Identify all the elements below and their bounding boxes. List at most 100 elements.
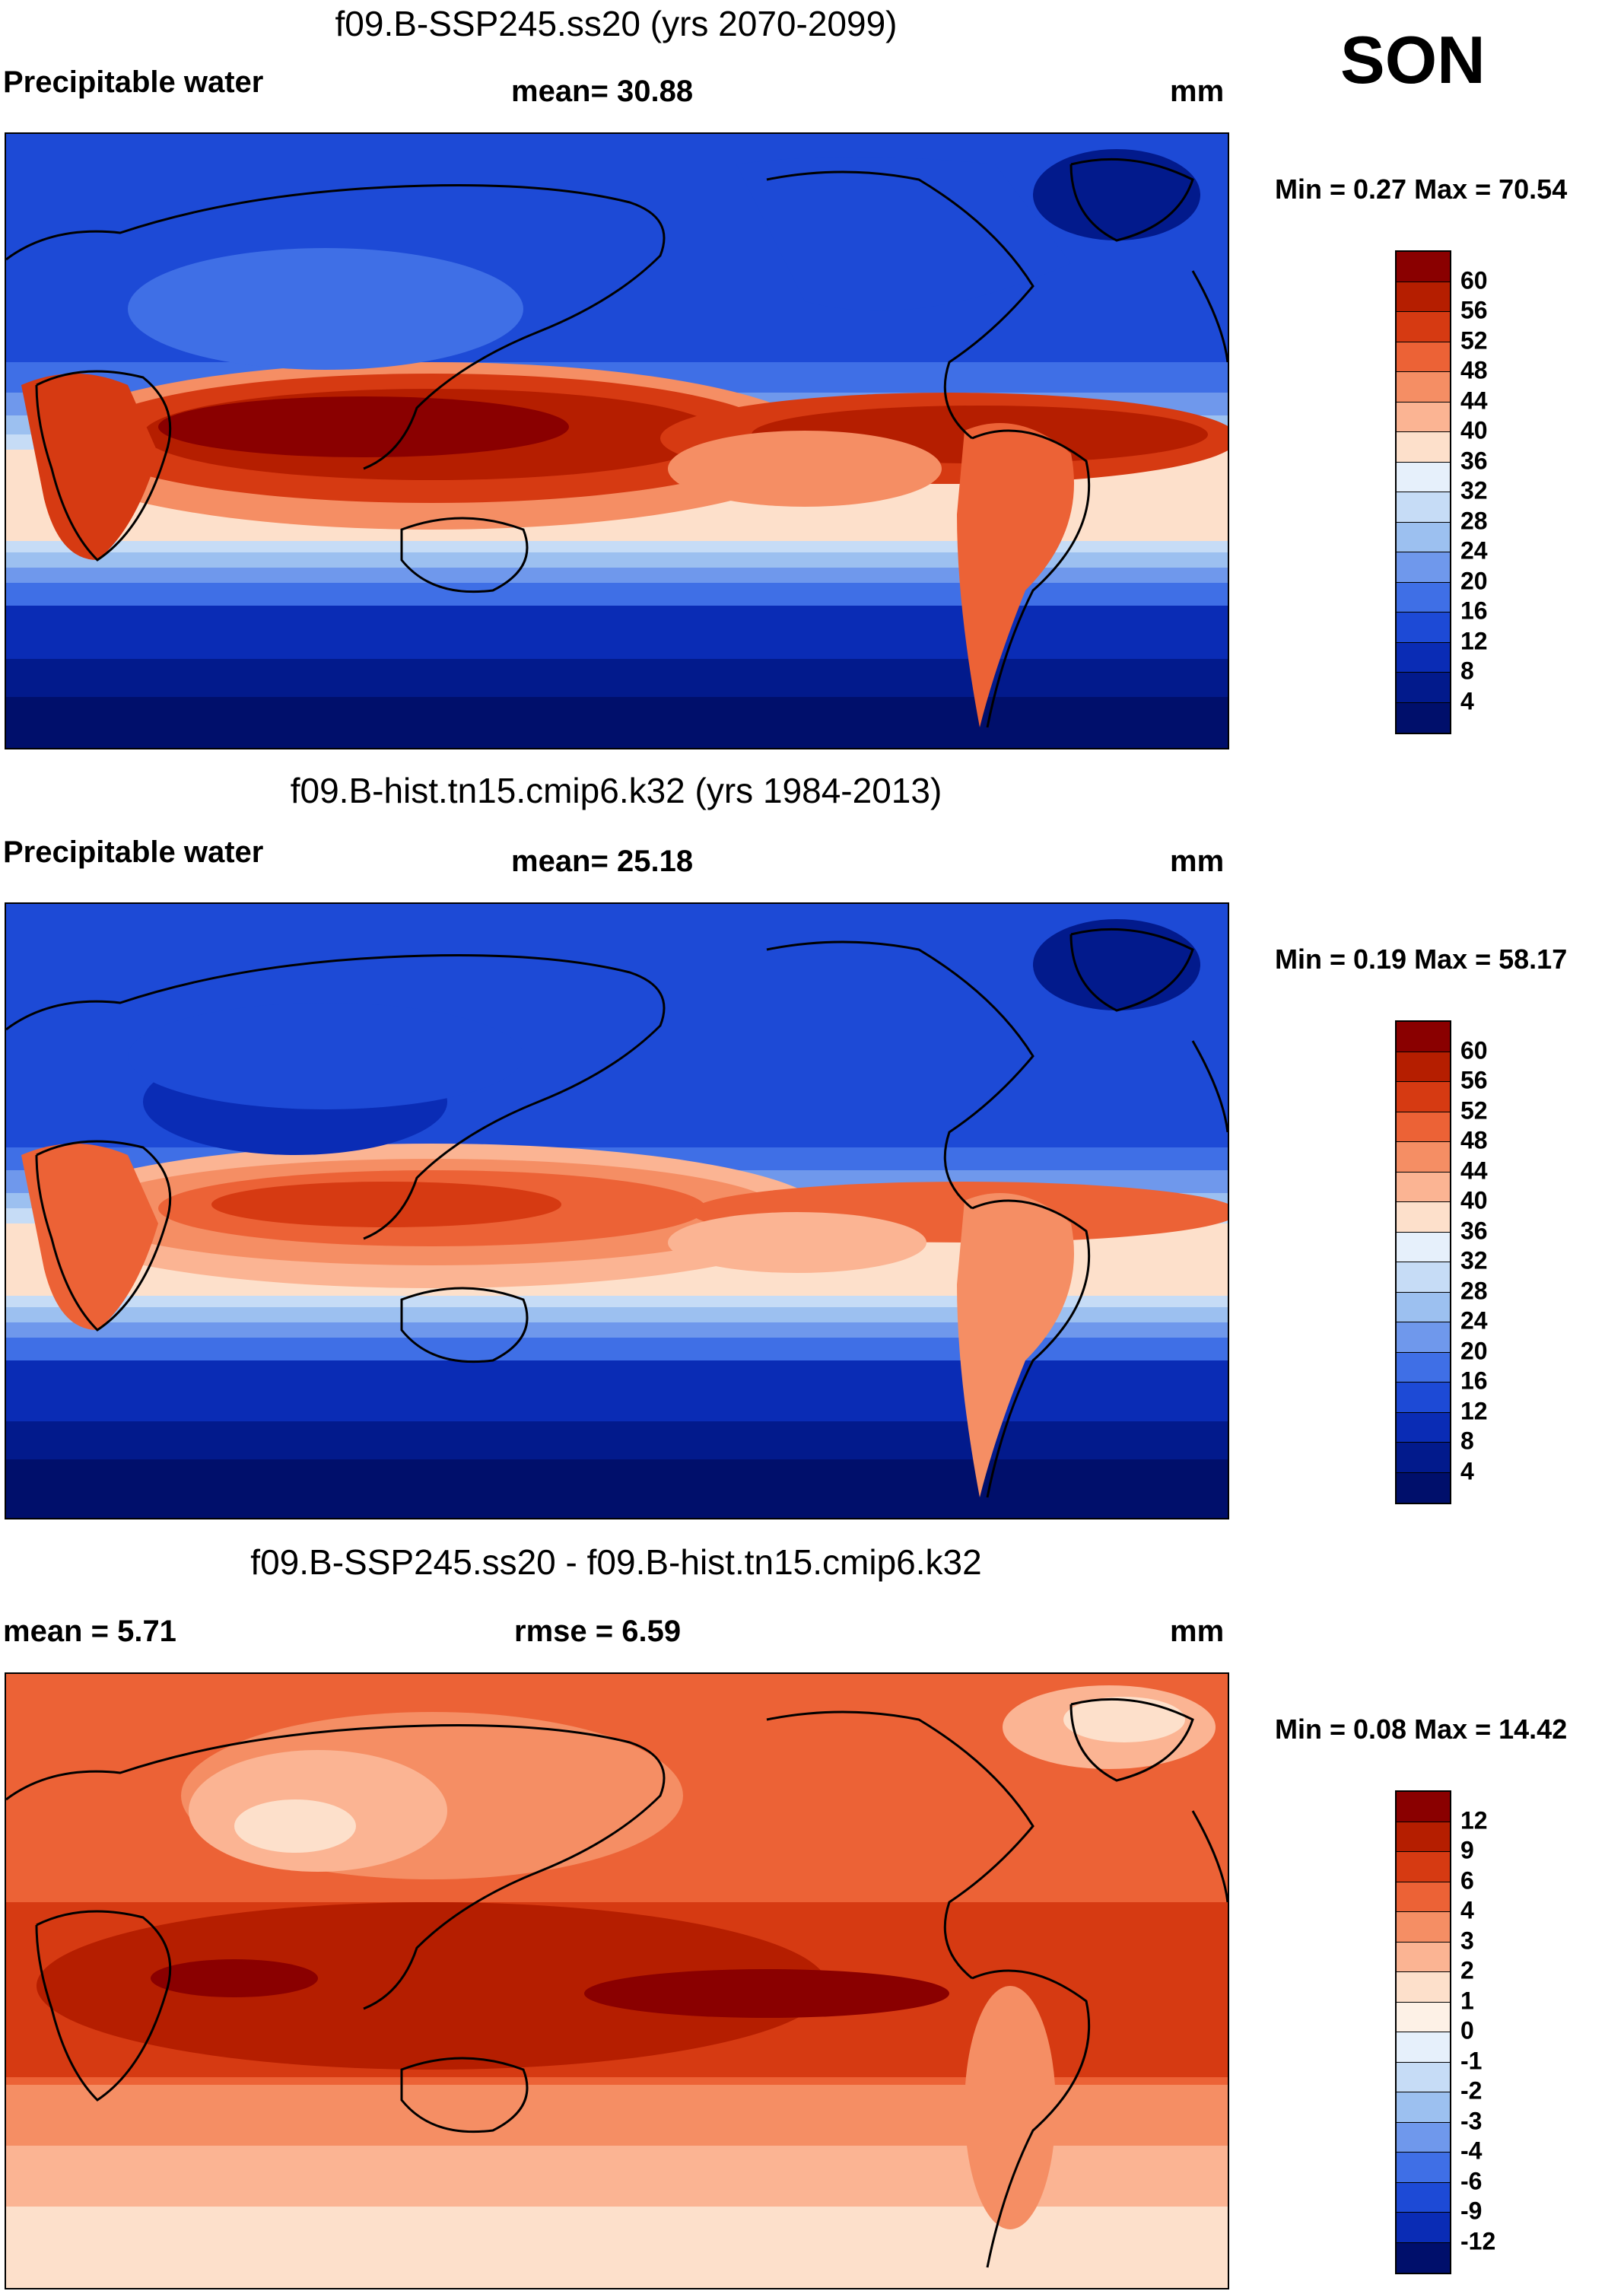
colorbar-box bbox=[1397, 702, 1450, 733]
colorbar-box bbox=[1397, 1972, 1450, 2003]
colorbar-box bbox=[1397, 372, 1450, 403]
colorbar-box bbox=[1397, 312, 1450, 342]
colorbar-tick: 20 bbox=[1460, 567, 1488, 595]
colorbar-box bbox=[1397, 1852, 1450, 1882]
colorbar-box bbox=[1397, 2153, 1450, 2183]
colorbar-box bbox=[1397, 1022, 1450, 1052]
colorbar-tick: 40 bbox=[1460, 1186, 1488, 1214]
colorbar-box bbox=[1397, 492, 1450, 523]
colorbar-box bbox=[1397, 1912, 1450, 1943]
colorbar-box bbox=[1397, 1352, 1450, 1383]
colorbar-box bbox=[1397, 1443, 1450, 1473]
colorbar-tick: 4 bbox=[1460, 1896, 1474, 1924]
colorbar-tick: 12 bbox=[1460, 1806, 1488, 1834]
colorbar-tick: 9 bbox=[1460, 1836, 1474, 1864]
colorbar-tick: 1 bbox=[1460, 1987, 1474, 2015]
colorbar-box bbox=[1397, 1822, 1450, 1852]
panel-1-variable-label: Precipitable water bbox=[3, 65, 264, 99]
panel-1-min-max: Min = 0.27 Max = 70.54 bbox=[1275, 173, 1568, 205]
colorbar-box bbox=[1397, 642, 1450, 673]
colorbar-tick: 32 bbox=[1460, 1246, 1488, 1274]
panel-2-colorbar bbox=[1395, 1020, 1451, 1504]
panel-3-mean-label: mean = 5.71 bbox=[3, 1615, 176, 1648]
colorbar-box bbox=[1397, 1142, 1450, 1173]
colorbar-tick: 16 bbox=[1460, 597, 1488, 625]
colorbar-box bbox=[1397, 1112, 1450, 1142]
colorbar-tick: 12 bbox=[1460, 1397, 1488, 1425]
colorbar-tick: 48 bbox=[1460, 1126, 1488, 1154]
colorbar-tick: 4 bbox=[1460, 687, 1474, 715]
colorbar-box bbox=[1397, 1412, 1450, 1443]
panel-2-min-max: Min = 0.19 Max = 58.17 bbox=[1275, 943, 1568, 975]
colorbar-tick: 56 bbox=[1460, 296, 1488, 324]
season-label: SON bbox=[1340, 22, 1486, 97]
colorbar-tick: -6 bbox=[1460, 2167, 1483, 2195]
panel-2-units: mm bbox=[1170, 845, 1225, 878]
colorbar-box bbox=[1397, 2122, 1450, 2153]
colorbar-box bbox=[1397, 2092, 1450, 2123]
colorbar-box bbox=[1397, 1262, 1450, 1293]
colorbar-tick: 3 bbox=[1460, 1927, 1474, 1955]
colorbar-tick: 2 bbox=[1460, 1956, 1474, 1984]
panel-2-title: f09.B-hist.tn15.cmip6.k32 (yrs 1984-2013… bbox=[290, 771, 942, 810]
panel-2-variable-label: Precipitable water bbox=[3, 835, 264, 869]
colorbar-tick: 24 bbox=[1460, 1306, 1488, 1335]
colorbar-box bbox=[1397, 1202, 1450, 1233]
colorbar-box bbox=[1397, 1322, 1450, 1353]
colorbar-tick: 8 bbox=[1460, 1427, 1474, 1455]
colorbar-box bbox=[1397, 432, 1450, 463]
panel-3-title: f09.B-SSP245.ss20 - f09.B-hist.tn15.cmip… bbox=[250, 1542, 982, 1582]
panel-3-min-max: Min = 0.08 Max = 14.42 bbox=[1275, 1713, 1568, 1745]
colorbar-tick: 36 bbox=[1460, 1217, 1488, 1245]
panel-2-mean-label: mean= 25.18 bbox=[511, 845, 694, 878]
colorbar-box bbox=[1397, 1232, 1450, 1262]
colorbar-box bbox=[1397, 1292, 1450, 1322]
colorbar-box bbox=[1397, 613, 1450, 643]
panel-1-mean-label: mean= 30.88 bbox=[511, 75, 694, 108]
colorbar-box bbox=[1397, 2242, 1450, 2273]
colorbar-box bbox=[1397, 1942, 1450, 1972]
colorbar-box bbox=[1397, 252, 1450, 282]
panel-3-units: mm bbox=[1170, 1615, 1225, 1648]
colorbar-tick: -4 bbox=[1460, 2137, 1483, 2165]
colorbar-tick: -9 bbox=[1460, 2197, 1483, 2225]
colorbar-tick: 44 bbox=[1460, 1157, 1488, 1185]
colorbar-box bbox=[1397, 2062, 1450, 2092]
colorbar-box bbox=[1397, 462, 1450, 492]
colorbar-box bbox=[1397, 1472, 1450, 1503]
colorbar-box bbox=[1397, 342, 1450, 372]
panel-1-precip-field bbox=[6, 134, 1228, 748]
colorbar-tick: 8 bbox=[1460, 657, 1474, 685]
colorbar-box bbox=[1397, 1792, 1450, 1822]
colorbar-tick: 16 bbox=[1460, 1367, 1488, 1395]
colorbar-box bbox=[1397, 1052, 1450, 1082]
colorbar-tick: -2 bbox=[1460, 2076, 1483, 2105]
colorbar-box bbox=[1397, 2182, 1450, 2213]
colorbar-box bbox=[1397, 282, 1450, 312]
panel-3-colorbar bbox=[1395, 1790, 1451, 2274]
colorbar-tick: 48 bbox=[1460, 356, 1488, 384]
panel-3-difference-field bbox=[6, 1674, 1228, 2288]
colorbar-box bbox=[1397, 1383, 1450, 1413]
colorbar-tick: 40 bbox=[1460, 416, 1488, 444]
panel-3-rmse-label: rmse = 6.59 bbox=[514, 1615, 682, 1648]
panel-2-precip-field bbox=[6, 904, 1228, 1518]
colorbar-tick: 60 bbox=[1460, 1036, 1488, 1064]
colorbar-box bbox=[1397, 673, 1450, 703]
colorbar-box bbox=[1397, 2213, 1450, 2243]
colorbar-tick: 28 bbox=[1460, 507, 1488, 535]
colorbar-tick: 60 bbox=[1460, 266, 1488, 294]
colorbar-tick: 28 bbox=[1460, 1277, 1488, 1305]
colorbar-tick: 44 bbox=[1460, 387, 1488, 415]
colorbar-box bbox=[1397, 552, 1450, 583]
panel-1-map bbox=[5, 132, 1229, 749]
colorbar-box bbox=[1397, 2002, 1450, 2032]
colorbar-tick: 0 bbox=[1460, 2016, 1474, 2044]
colorbar-box bbox=[1397, 582, 1450, 613]
colorbar-box bbox=[1397, 522, 1450, 552]
colorbar-tick: 24 bbox=[1460, 536, 1488, 565]
colorbar-box bbox=[1397, 1082, 1450, 1112]
panel-1-colorbar bbox=[1395, 250, 1451, 734]
colorbar-box bbox=[1397, 1882, 1450, 1912]
panel-2-map bbox=[5, 902, 1229, 1519]
